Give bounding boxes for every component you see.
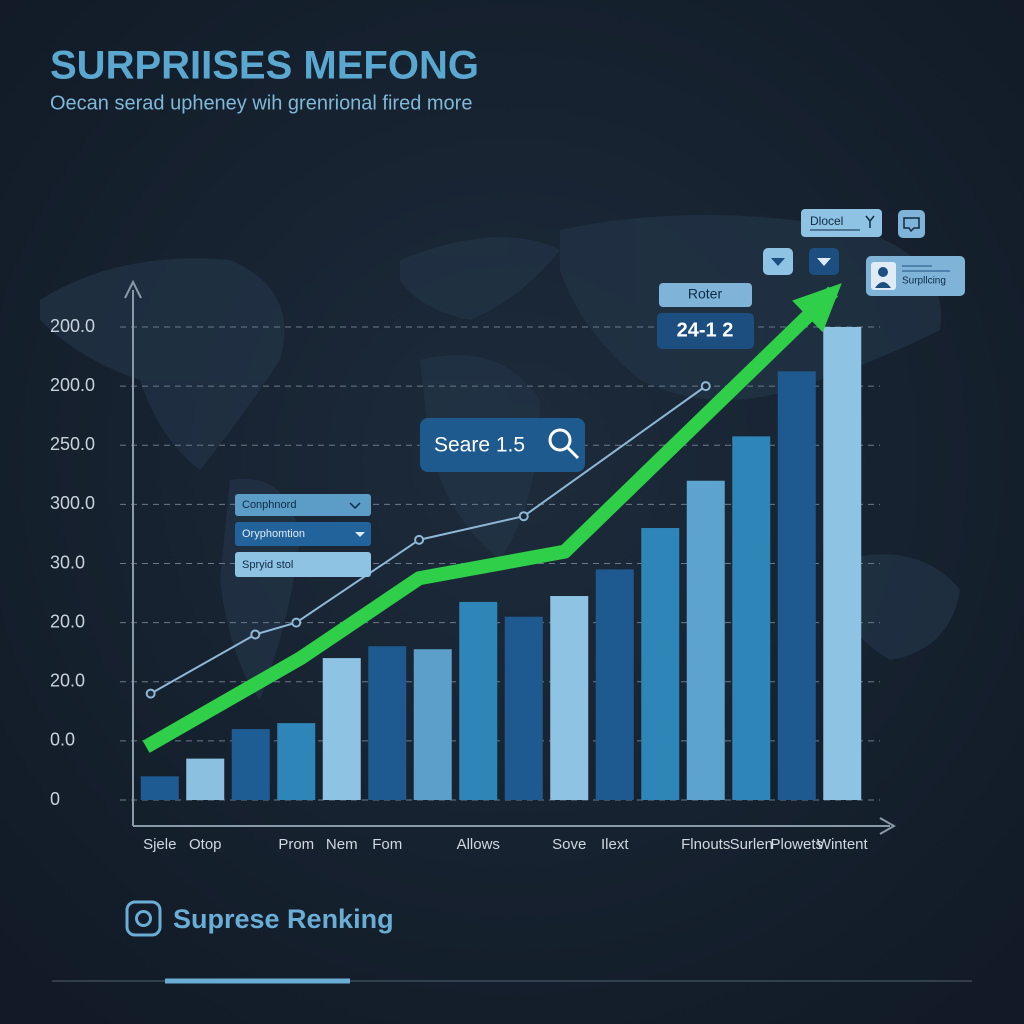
y-tick-label: 250.0	[50, 434, 95, 454]
dropdown[interactable]	[235, 494, 371, 516]
dropdown[interactable]	[235, 522, 371, 546]
footer-title: Suprese Renking	[173, 904, 394, 934]
y-axis-arrow	[124, 279, 142, 299]
avatar-body	[875, 282, 891, 288]
filter-button[interactable]	[659, 283, 752, 307]
x-tick-label: Allows	[457, 836, 500, 853]
line-point	[291, 617, 302, 628]
dropdown-label: Oryphomtion	[242, 528, 305, 540]
bar	[595, 569, 634, 800]
select-label: Dlocel	[810, 214, 843, 228]
trend-line	[150, 385, 707, 695]
message-icon	[903, 217, 920, 233]
counter-box	[657, 313, 754, 349]
dropdown-label: Conphnord	[242, 499, 296, 511]
chevron	[355, 532, 365, 537]
y-tick-label: 200.0	[50, 375, 95, 395]
search-text: Seare 1.5	[434, 434, 525, 457]
bar	[277, 723, 316, 800]
dropdown-label: Spryid stol	[242, 559, 293, 571]
arrow-head	[792, 283, 842, 333]
icon-button[interactable]	[898, 210, 925, 238]
x-tick-label: Otop	[189, 836, 222, 853]
search-icon	[548, 428, 580, 460]
bar	[186, 758, 225, 800]
x-tick-label: Sove	[552, 836, 586, 853]
bar	[823, 327, 862, 800]
bar	[777, 371, 816, 800]
bar	[504, 616, 543, 800]
subtitle: Oecan serad upheney wih grenrional fired…	[50, 92, 472, 114]
search-box[interactable]	[420, 418, 585, 472]
line-point	[414, 534, 425, 545]
bar	[686, 480, 725, 800]
title: SURPRIISES MEFONG	[50, 44, 479, 88]
profile-label: Surpllcing	[902, 276, 946, 287]
x-tick-label: Prom	[278, 836, 314, 853]
x-axis-arrow	[879, 817, 897, 835]
chevron	[349, 502, 361, 510]
filter-label: Roter	[688, 286, 723, 302]
bar	[413, 649, 452, 800]
trend-arrow	[142, 286, 839, 753]
x-tick-label: Fom	[372, 836, 402, 853]
x-tick-label: Wintent	[817, 836, 869, 853]
line-point	[700, 381, 711, 392]
x-tick-label: Nem	[326, 836, 358, 853]
plot: 0 0.0 20.0 20.0 30.0 300.0 250.0 200.0 200.0 Sjel…	[50, 283, 880, 853]
bar	[550, 596, 589, 800]
x-tick-label: Flnouts	[681, 836, 730, 853]
counter-text: 24-1 2	[677, 319, 734, 341]
bar	[732, 436, 771, 800]
x-tick-label: Surlen	[730, 836, 773, 853]
bar	[140, 776, 179, 800]
x-tick-label: Plowets	[770, 836, 823, 853]
down-icon	[817, 258, 831, 266]
bar	[322, 658, 361, 800]
x-tick-label: Ilext	[601, 836, 629, 853]
dropdown-group: Conphnord Oryphomtion Spryid stol	[235, 494, 371, 577]
line-point	[250, 629, 261, 640]
y-tick-label: 200.0	[50, 316, 95, 336]
footer-icon-lens	[135, 910, 152, 927]
y-tick-label: 300.0	[50, 493, 95, 513]
y-tick-label: 0.0	[50, 730, 75, 750]
y-tick-label: 20.0	[50, 671, 85, 691]
dropdown[interactable]	[235, 552, 371, 577]
footer-icon	[125, 900, 162, 937]
y-tick-label: 20.0	[50, 611, 85, 631]
y-tick-label: 30.0	[50, 552, 85, 572]
bar	[459, 601, 498, 800]
y-tick-label: 0	[50, 789, 60, 809]
filter-icon	[865, 215, 875, 228]
bar	[641, 528, 680, 800]
line-point	[518, 511, 529, 522]
bar	[231, 729, 270, 800]
bar	[368, 646, 407, 800]
x-tick-label: Sjele	[143, 836, 176, 853]
avatar-head	[878, 267, 888, 277]
line-point	[145, 688, 156, 699]
down-icon	[771, 258, 785, 266]
